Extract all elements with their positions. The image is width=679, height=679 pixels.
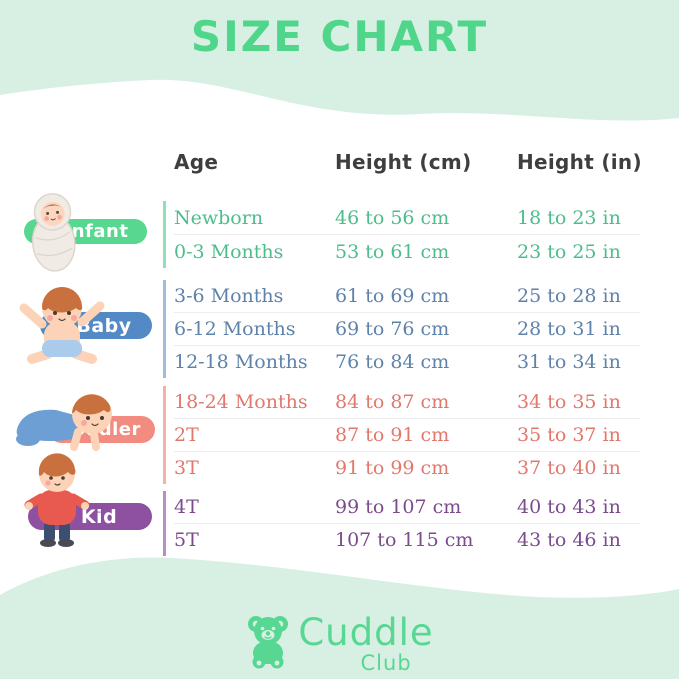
size-group-baby: 3-6 Months 61 to 69 cm 25 to 28 in 6-12 …: [163, 280, 640, 378]
height-in-cell: 37 to 40 in: [517, 457, 621, 479]
table-row: 5T 107 to 115 cm 43 to 46 in: [174, 523, 640, 556]
size-group-infant: Newborn 46 to 56 cm 18 to 23 in 0-3 Mont…: [163, 201, 640, 268]
height-cm-cell: 107 to 115 cm: [335, 529, 474, 551]
table-header: Age Height (cm) Height (in): [174, 150, 644, 174]
age-cell: 6-12 Months: [174, 318, 296, 340]
size-group-kid: 4T 99 to 107 cm 40 to 43 in 5T 107 to 11…: [163, 491, 640, 556]
age-cell: 3-6 Months: [174, 285, 284, 307]
page-title: SIZE CHART: [190, 12, 489, 61]
kid-illustration: [24, 453, 90, 547]
height-cm-cell: 61 to 69 cm: [335, 285, 450, 307]
height-in-cell: 25 to 28 in: [517, 285, 621, 307]
baby-illustration: [19, 286, 105, 364]
age-cell: 12-18 Months: [174, 351, 308, 373]
height-cm-cell: 99 to 107 cm: [335, 496, 462, 518]
brand-logo: Cuddle Club: [0, 614, 679, 674]
kid-badge-label: Kid: [80, 505, 118, 528]
table-row: Newborn 46 to 56 cm 18 to 23 in: [174, 201, 640, 234]
height-in-cell: 31 to 34 in: [517, 351, 621, 373]
column-header-height-cm: Height (cm): [335, 150, 472, 174]
height-in-cell: 35 to 37 in: [517, 424, 621, 446]
brand-logo-text: Cuddle Club: [298, 614, 433, 674]
height-in-cell: 28 to 31 in: [517, 318, 621, 340]
table-row: 4T 99 to 107 cm 40 to 43 in: [174, 491, 640, 523]
age-cell: 5T: [174, 529, 199, 551]
table-row: 3-6 Months 61 to 69 cm 25 to 28 in: [174, 280, 640, 312]
height-cm-cell: 87 to 91 cm: [335, 424, 450, 446]
column-header-age: Age: [174, 150, 219, 174]
height-in-cell: 34 to 35 in: [517, 391, 621, 413]
height-cm-cell: 69 to 76 cm: [335, 318, 450, 340]
height-in-cell: 23 to 25 in: [517, 240, 621, 263]
table-row: 0-3 Months 53 to 61 cm 23 to 25 in: [174, 234, 640, 268]
height-cm-cell: 53 to 61 cm: [335, 240, 450, 263]
age-cell: 0-3 Months: [174, 240, 284, 263]
height-in-cell: 40 to 43 in: [517, 496, 621, 518]
age-cell: 3T: [174, 457, 199, 479]
brand-subtext: Club: [360, 651, 412, 675]
height-in-cell: 18 to 23 in: [517, 206, 621, 229]
age-cell: 18-24 Months: [174, 391, 308, 413]
table-row: 18-24 Months 84 to 87 cm 34 to 35 in: [174, 386, 640, 418]
age-cell: 4T: [174, 496, 199, 518]
height-cm-cell: 91 to 99 cm: [335, 457, 450, 479]
height-cm-cell: 84 to 87 cm: [335, 391, 450, 413]
infant-badge-label: Infant: [64, 221, 129, 242]
age-cell: 2T: [174, 424, 199, 446]
toddler-illustration: [16, 394, 112, 451]
height-in-cell: 43 to 46 in: [517, 529, 621, 551]
brand-name: Cuddle: [298, 611, 434, 654]
table-row: 6-12 Months 69 to 76 cm 28 to 31 in: [174, 312, 640, 345]
height-cm-cell: 76 to 84 cm: [335, 351, 450, 373]
age-cell: Newborn: [174, 206, 264, 229]
teddy-bear-icon: [248, 616, 289, 669]
size-group-toddler: 18-24 Months 84 to 87 cm 34 to 35 in 2T …: [163, 386, 640, 484]
swaddled-infant-illustration: [31, 193, 76, 272]
table-row: 12-18 Months 76 to 84 cm 31 to 34 in: [174, 345, 640, 378]
column-header-height-in: Height (in): [517, 150, 642, 174]
height-cm-cell: 46 to 56 cm: [335, 206, 450, 229]
table-row: 3T 91 to 99 cm 37 to 40 in: [174, 451, 640, 484]
table-row: 2T 87 to 91 cm 35 to 37 in: [174, 418, 640, 451]
